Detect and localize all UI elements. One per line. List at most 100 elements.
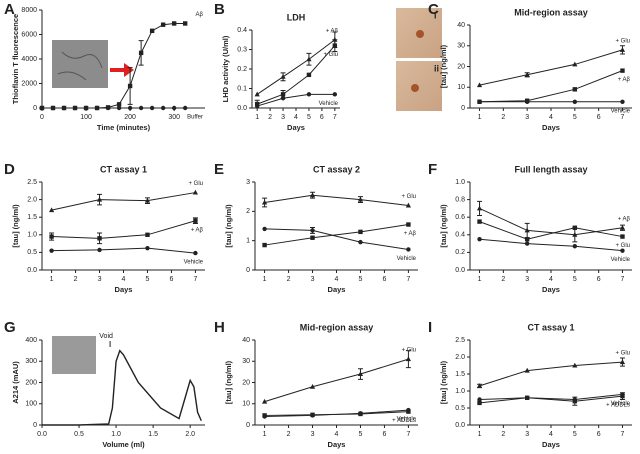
series-label: Vehicle	[184, 260, 204, 266]
marker	[310, 412, 315, 417]
x-tick-label: 6	[382, 276, 386, 283]
panel-letter: B	[214, 1, 225, 18]
series-label: Vehicle	[397, 256, 417, 262]
x-axis-label: Days	[542, 123, 560, 132]
x-tick-label: 2	[268, 114, 272, 121]
x-tick-label: 4	[335, 276, 339, 283]
series-label: + Aβ	[618, 77, 631, 83]
y-tick-label: 30	[242, 358, 250, 365]
marker	[145, 245, 150, 251]
y-tick-label: 0.1	[237, 85, 247, 92]
marker	[477, 400, 482, 406]
marker	[524, 367, 530, 373]
marker	[97, 247, 102, 253]
marker	[572, 87, 578, 92]
series-label: Aβ	[196, 12, 204, 18]
chart-title: CT assay 2	[313, 164, 360, 174]
marker	[48, 207, 55, 213]
x-tick-label: 4	[122, 276, 126, 283]
y-tick-label: 1.5	[27, 214, 37, 221]
chart-title: CT assay 1	[527, 322, 574, 332]
marker	[357, 196, 364, 202]
cell	[411, 84, 419, 92]
marker	[280, 92, 286, 97]
x-tick-label: 7	[406, 276, 410, 283]
marker	[49, 248, 54, 253]
panel-letter: F	[428, 161, 437, 178]
marker	[572, 362, 578, 368]
marker	[619, 47, 626, 52]
marker	[192, 189, 199, 195]
y-axis-label: [tau] (ng/ml)	[224, 204, 233, 248]
marker	[477, 219, 482, 224]
marker	[620, 393, 625, 399]
chart-title: Mid-region assay	[300, 322, 374, 332]
y-tick-label: 2.5	[27, 179, 37, 186]
x-tick-label: 4	[549, 114, 553, 121]
marker	[572, 244, 578, 249]
y-tick-label: 0.4	[455, 232, 465, 239]
y-tick-label: 1.5	[455, 371, 465, 378]
y-tick-label: 20	[242, 379, 250, 386]
series-line	[479, 238, 623, 252]
series-line	[264, 224, 409, 246]
marker	[261, 199, 268, 205]
y-tick-label: 300	[25, 358, 37, 365]
y-axis-label: [tau] (ng/ml)	[11, 204, 20, 248]
micrograph-inset	[52, 40, 108, 88]
y-tick-label: 2.0	[455, 354, 465, 361]
y-tick-label: 2.0	[27, 196, 37, 203]
x-tick-label: 3	[311, 276, 315, 283]
marker	[524, 395, 530, 400]
x-tick-label: 2	[501, 276, 505, 283]
x-tick-label: 4	[549, 276, 553, 283]
x-tick-label: 6	[320, 114, 324, 121]
y-tick-label: 1	[246, 238, 250, 245]
x-tick-label: 5	[146, 276, 150, 283]
panel-letter: A	[4, 1, 15, 18]
marker	[524, 241, 530, 246]
x-tick-label: 200	[124, 114, 136, 121]
marker	[310, 235, 315, 240]
y-tick-label: 10	[242, 401, 250, 408]
x-tick-label: 1	[263, 431, 267, 438]
x-tick-label: 2	[74, 276, 78, 283]
x-axis-label: Days	[328, 440, 346, 449]
x-tick-label: 0	[40, 114, 44, 121]
y-tick-label: 0	[246, 267, 250, 274]
x-tick-label: 2.0	[185, 431, 195, 438]
y-tick-label: 0.5	[455, 405, 465, 412]
series-line	[51, 220, 196, 239]
y-tick-label: 0.0	[455, 267, 465, 274]
series-line	[257, 93, 335, 107]
marker	[50, 105, 56, 111]
chart-title: Full length assay	[514, 164, 587, 174]
marker	[524, 72, 530, 77]
y-axis-label: [tau] (ng/ml)	[439, 360, 448, 404]
marker	[72, 105, 78, 111]
x-tick-label: 2	[287, 431, 291, 438]
marker	[310, 228, 315, 233]
marker	[138, 50, 144, 56]
x-tick-label: 1	[50, 276, 54, 283]
y-tick-label: 40	[457, 22, 465, 29]
marker	[149, 105, 155, 111]
x-tick-label: 7	[193, 276, 197, 283]
marker	[358, 411, 363, 417]
series-label: + Glu	[615, 38, 630, 44]
marker	[477, 99, 482, 104]
x-tick-label: 3	[525, 431, 529, 438]
y-tick-label: 2	[246, 208, 250, 215]
y-tick-label: 10	[457, 84, 465, 91]
marker	[97, 236, 102, 241]
inset-label: ii	[434, 63, 439, 73]
x-tick-label: 1	[255, 114, 259, 121]
marker	[406, 247, 411, 252]
x-tick-label: 300	[168, 114, 180, 121]
x-tick-label: 5	[573, 114, 577, 121]
marker	[49, 234, 54, 239]
y-axis-label: A214 (mAU)	[11, 361, 20, 404]
annotation: Void	[99, 333, 113, 340]
x-tick-label: 100	[80, 114, 92, 121]
